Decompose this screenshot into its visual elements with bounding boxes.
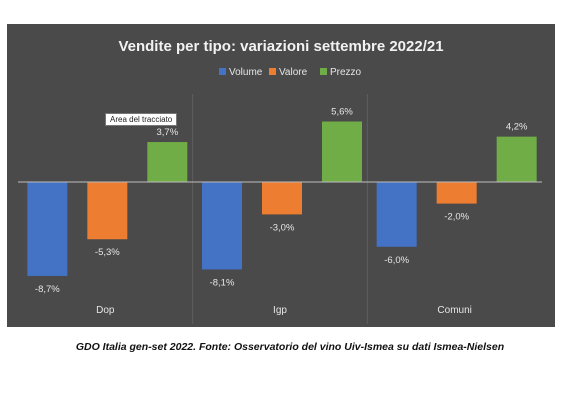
chart-legend: Volume Valore Prezzo — [219, 67, 362, 78]
category-label-igp: Igp — [273, 305, 287, 316]
bar-prezzo-dop — [147, 142, 188, 182]
legend-swatch-prezzo — [320, 68, 327, 75]
bar-valore-dop — [87, 182, 128, 240]
bar-valore-igp — [262, 182, 302, 215]
bars — [27, 121, 537, 276]
legend-swatch-volume — [219, 68, 226, 75]
category-labels: Dop Igp Comuni — [96, 305, 472, 316]
figure-caption: GDO Italia gen-set 2022. Fonte: Osservat… — [75, 341, 505, 353]
value-label-valore-igp: -3,0% — [270, 222, 295, 233]
value-label-prezzo-dop: 3,7% — [157, 127, 179, 138]
bar-prezzo-comuni — [496, 136, 537, 182]
value-label-valore-dop: -5,3% — [95, 247, 120, 258]
value-labels: -8,7% -5,3% 3,7% -8,1% -3,0% 5,6% -6,0% -2,0% 4,… — [35, 107, 528, 295]
value-label-volume-dop: -8,7% — [35, 284, 60, 295]
chart-panel: Vendite per tipo: variazioni settembre 2… — [7, 24, 555, 327]
value-label-volume-comuni: -6,0% — [384, 255, 409, 266]
value-label-prezzo-igp: 5,6% — [331, 107, 353, 118]
bar-volume-igp — [202, 182, 242, 270]
bar-valore-comuni — [436, 182, 477, 204]
legend-label-prezzo: Prezzo — [330, 67, 362, 78]
plot-area-tooltip: Area del tracciato — [105, 113, 178, 126]
bar-volume-comuni — [376, 182, 417, 247]
value-label-volume-igp: -8,1% — [210, 277, 235, 288]
category-label-comuni: Comuni — [437, 305, 471, 316]
chart-title: Vendite per tipo: variazioni settembre 2… — [118, 38, 443, 55]
value-label-valore-comuni: -2,0% — [444, 212, 469, 223]
legend-swatch-valore — [269, 68, 276, 75]
legend-label-valore: Valore — [279, 67, 308, 78]
value-label-prezzo-comuni: 4,2% — [506, 122, 528, 133]
bar-prezzo-igp — [322, 121, 362, 182]
bar-chart: Vendite per tipo: variazioni settembre 2… — [18, 38, 542, 324]
bar-volume-dop — [27, 182, 68, 276]
category-label-dop: Dop — [96, 305, 115, 316]
legend-label-volume: Volume — [229, 67, 263, 78]
category-separators — [192, 94, 368, 324]
